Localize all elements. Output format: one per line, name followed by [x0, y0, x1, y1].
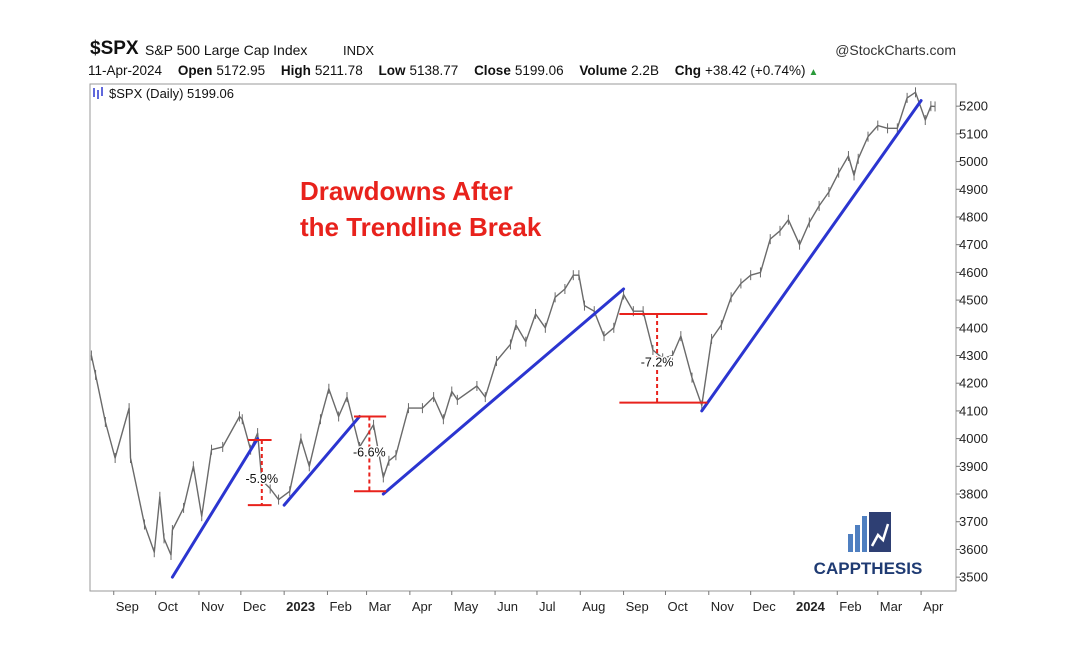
x-tick-label: Nov: [711, 599, 735, 614]
drawdown-layer: -5.9% -6.6% -7.2%: [244, 312, 708, 507]
x-tick-label: Jun: [497, 599, 518, 614]
chg-label: Chg: [674, 63, 701, 78]
logo-text: CAPPTHESIS: [814, 559, 923, 578]
drawdown-label: -7.2%: [641, 356, 674, 370]
trendline: [170, 437, 260, 579]
legend-text: $SPX (Daily) 5199.06: [109, 86, 234, 101]
x-tick-label: 2024: [796, 599, 826, 614]
y-tick-label: 5200: [959, 99, 988, 114]
annotation-line-2: the Trendline Break: [300, 212, 542, 242]
volume-label: Volume: [579, 63, 628, 78]
y-tick-label: 4500: [959, 293, 988, 308]
drawdown-label: -6.6%: [353, 446, 386, 460]
y-tick-label: 3900: [959, 459, 988, 474]
y-tick-label: 5000: [959, 154, 988, 169]
annotation-title: Drawdowns After the Trendline Break: [300, 176, 542, 242]
trendline: [282, 414, 362, 507]
y-tick-label: 3800: [959, 487, 988, 502]
index-type: INDX: [343, 43, 375, 58]
x-tick-label: Feb: [329, 599, 351, 614]
x-tick-label: Mar: [880, 599, 903, 614]
x-tick-label: Oct: [158, 599, 179, 614]
close-value: 5199.06: [514, 63, 564, 78]
trendline: [700, 99, 923, 413]
x-tick-label: Sep: [626, 599, 649, 614]
drawdown-label: -5.9%: [245, 472, 278, 486]
x-tick-label: 2023: [286, 599, 315, 614]
quote-date: 11-Apr-2024: [88, 63, 163, 78]
high-label: High: [280, 63, 311, 78]
capp-thesis-logo: CAPPTHESIS: [814, 512, 923, 578]
brand-credit: @StockCharts.com: [835, 42, 956, 58]
x-tick-label: May: [454, 599, 479, 614]
x-tick-label: Apr: [923, 599, 944, 614]
y-tick-label: 3600: [959, 542, 988, 557]
y-tick-label: 4300: [959, 348, 988, 363]
y-tick-label: 4700: [959, 237, 988, 252]
x-tick-label: Mar: [369, 599, 392, 614]
y-tick-label: 4600: [959, 265, 988, 280]
open-label: Open: [177, 63, 213, 78]
y-tick-label: 4200: [959, 376, 988, 391]
x-axis: Sep Oct Nov Dec 2023 Feb Mar Apr May Jun Jul Aug Sep…: [113, 591, 944, 614]
chart-legend: $SPX (Daily) 5199.06: [93, 86, 234, 101]
up-arrow-icon: ▲: [808, 67, 819, 78]
y-tick-label: 4900: [959, 182, 988, 197]
annotation-line-1: Drawdowns After: [300, 176, 513, 206]
x-tick-label: Apr: [412, 599, 433, 614]
x-tick-label: Sep: [116, 599, 139, 614]
price-line: [90, 91, 936, 556]
legend-line-icon: [93, 87, 103, 99]
x-tick-label: Jul: [539, 599, 556, 614]
volume-value: 2.2B: [631, 63, 659, 78]
high-value: 5211.78: [314, 63, 363, 78]
price-series-layer: [90, 87, 936, 560]
plot-frame: [89, 83, 957, 592]
chart-header: $SPX S&P 500 Large Cap Index INDX @Stock…: [88, 38, 956, 82]
x-tick-label: Aug: [582, 599, 605, 614]
ticker-symbol: $SPX: [90, 38, 139, 59]
low-label: Low: [378, 63, 406, 78]
x-tick-label: Feb: [839, 599, 861, 614]
low-value: 5138.77: [409, 63, 459, 78]
y-axis: 3500 3600 3700 3800 3900 4000 4100 4200 4300 4400…: [956, 99, 988, 585]
trendline-layer: [170, 99, 923, 579]
trendline: [381, 287, 626, 496]
y-tick-label: 4000: [959, 431, 988, 446]
y-tick-label: 4100: [959, 403, 988, 418]
open-value: 5172.95: [216, 63, 266, 78]
index-name: S&P 500 Large Cap Index: [145, 42, 308, 58]
y-tick-label: 3700: [959, 514, 988, 529]
close-label: Close: [474, 63, 511, 78]
y-tick-label: 5100: [959, 126, 988, 141]
quote-line: 11-Apr-2024 Open 5172.95 High 5211.78 Low 5…: [88, 63, 818, 78]
y-tick-label: 3500: [959, 570, 988, 585]
y-tick-label: 4800: [959, 209, 988, 224]
bar-chart-logo-icon: [848, 512, 891, 552]
chg-value: +38.42 (+0.74%): [704, 63, 806, 78]
x-tick-label: Dec: [243, 599, 267, 614]
x-tick-label: Oct: [667, 599, 688, 614]
y-tick-label: 4400: [959, 320, 988, 335]
x-tick-label: Nov: [201, 599, 225, 614]
x-tick-label: Dec: [753, 599, 777, 614]
